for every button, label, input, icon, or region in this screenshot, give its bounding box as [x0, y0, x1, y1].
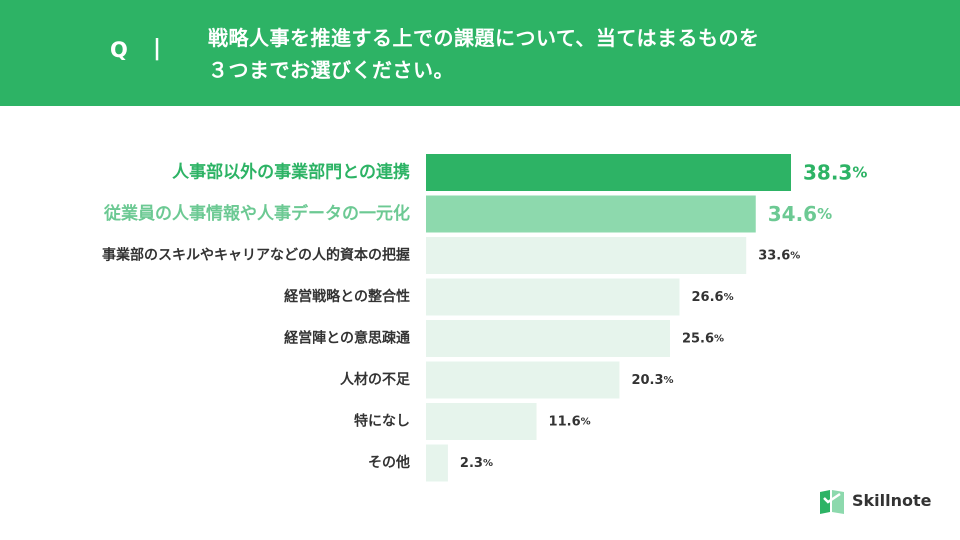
category-label-6: 特になし: [354, 413, 410, 430]
bar-5: [426, 361, 620, 399]
category-label-2: 事業部のスキルやキャリアなどの人的資本の把握: [102, 247, 410, 264]
category-label-1: 従業員の人事情報や人事データの一元化: [103, 203, 410, 224]
question-line-2: ３つまでお選びください。: [208, 58, 454, 82]
question-marker: Q: [110, 38, 128, 62]
bar-1: [426, 195, 756, 233]
skillnote-logo-icon: [820, 490, 844, 514]
bar-3: [426, 278, 680, 316]
question-line-1: 戦略人事を推進する上での課題について、当てはまるものを: [208, 26, 760, 50]
category-label-3: 経営戦略との整合性: [284, 288, 410, 305]
question-header: Q | 戦略人事を推進する上での課題について、当てはまるものを ３つまでお選びく…: [0, 0, 960, 106]
question-text: 戦略人事を推進する上での課題について、当てはまるものを ３つまでお選びください。: [208, 22, 908, 86]
bar-0: [426, 154, 791, 191]
bar-6: [426, 403, 537, 440]
question-separator: |: [153, 36, 162, 61]
value-label-7: 2.3%: [460, 456, 493, 471]
value-label-1: 34.6%: [768, 202, 832, 226]
bar-7: [426, 444, 448, 482]
value-label-4: 25.6%: [682, 331, 724, 346]
category-label-7: その他: [368, 454, 410, 471]
value-label-5: 20.3%: [631, 373, 673, 388]
value-label-0: 38.3%: [803, 161, 867, 185]
category-label-4: 経営陣との意思疎通: [284, 330, 410, 347]
bar-4: [426, 320, 670, 357]
bar-2: [426, 237, 747, 274]
value-label-3: 26.6%: [691, 290, 733, 305]
category-label-5: 人材の不足: [340, 371, 411, 388]
value-label-6: 11.6%: [549, 414, 591, 429]
value-label-2: 33.6%: [758, 248, 800, 263]
category-label-0: 人事部以外の事業部門との連携: [172, 162, 410, 183]
logo-text: Skillnote: [852, 491, 932, 510]
